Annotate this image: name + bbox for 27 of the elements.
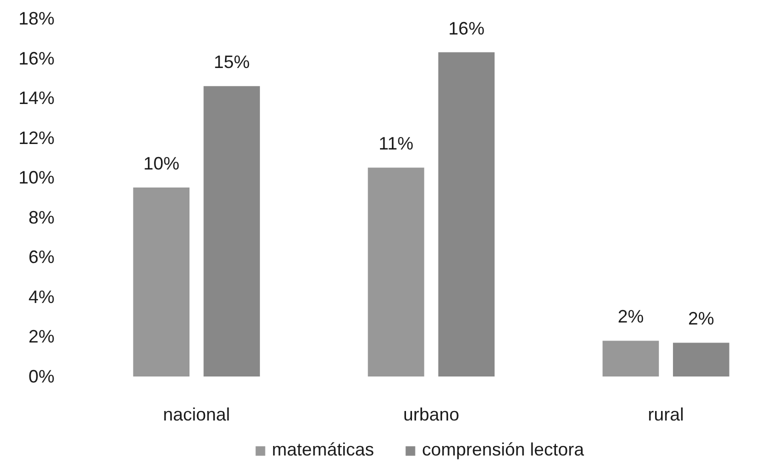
bar (602, 340, 659, 376)
bar (133, 188, 190, 376)
bar (672, 342, 730, 376)
bar (438, 52, 495, 376)
data-label: 2% (688, 308, 714, 329)
bar (368, 168, 424, 376)
bar (204, 86, 260, 376)
data-label: 2% (618, 306, 644, 327)
y-tick-label: 12% (18, 128, 55, 148)
data-label: 15% (214, 52, 250, 72)
y-tick-label: 16% (18, 48, 55, 68)
y-tick-label: 4% (28, 286, 54, 307)
data-label: 10% (143, 154, 180, 174)
y-tick-label: 18% (18, 8, 55, 28)
y-tick-label: 0% (28, 366, 54, 386)
legend-label: comprensión lectora (422, 440, 584, 460)
x-tick-label: urbano (403, 404, 460, 424)
data-label: 11% (378, 134, 414, 154)
y-tick-label: 10% (18, 168, 55, 188)
data-label: 16% (448, 18, 484, 38)
legend-label: matemáticas (272, 440, 374, 460)
x-tick-label: nacional (163, 404, 230, 424)
y-tick-label: 14% (18, 88, 55, 108)
y-tick-label: 2% (28, 326, 54, 347)
y-tick-label: 8% (28, 207, 54, 228)
x-tick-label: rural (648, 404, 684, 424)
y-tick-label: 6% (28, 247, 54, 268)
